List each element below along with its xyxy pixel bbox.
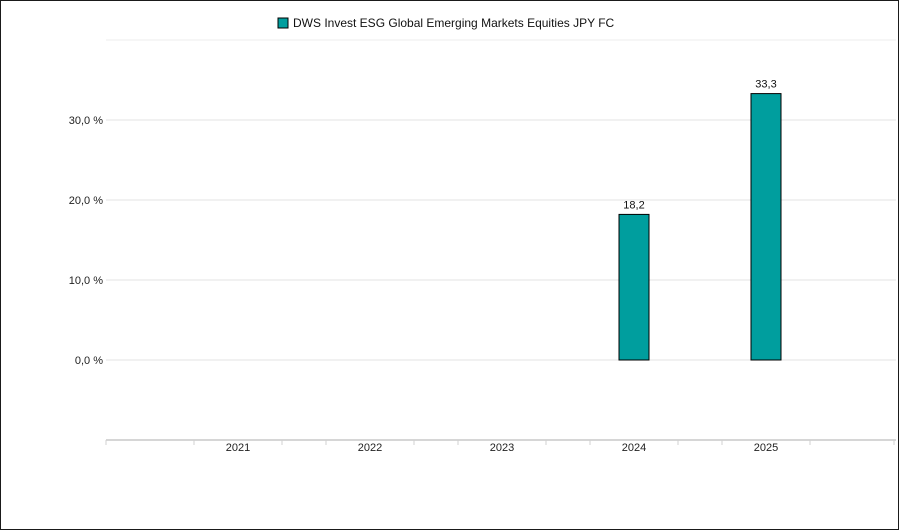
data-label: 18,2: [623, 199, 644, 211]
bar: [618, 213, 650, 361]
data-labels: 18,2 33,3: [623, 79, 776, 212]
legend-swatch: [277, 17, 289, 29]
x-tick-label: 2023: [490, 442, 514, 454]
y-tick-label: 30,0 %: [69, 115, 103, 127]
chart-legend: DWS Invest ESG Global Emerging Markets E…: [277, 16, 615, 30]
x-tick-label: 2025: [754, 442, 778, 454]
y-tick-label: 10,0 %: [69, 275, 103, 287]
y-axis: 0,0 % 10,0 % 20,0 % 30,0 %: [69, 115, 103, 367]
y-tick-label: 20,0 %: [69, 195, 103, 207]
data-label: 33,3: [755, 79, 776, 91]
x-tick-label: 2022: [358, 442, 382, 454]
legend-label: DWS Invest ESG Global Emerging Markets E…: [293, 16, 615, 30]
x-tick-label: 2024: [622, 442, 646, 454]
x-tick-label: 2021: [226, 442, 250, 454]
y-tick-label: 0,0 %: [75, 355, 103, 367]
bar: [750, 93, 782, 361]
x-axis: 2021 2022 2023 2024 2025: [105, 439, 896, 454]
bar-series: [618, 93, 782, 361]
